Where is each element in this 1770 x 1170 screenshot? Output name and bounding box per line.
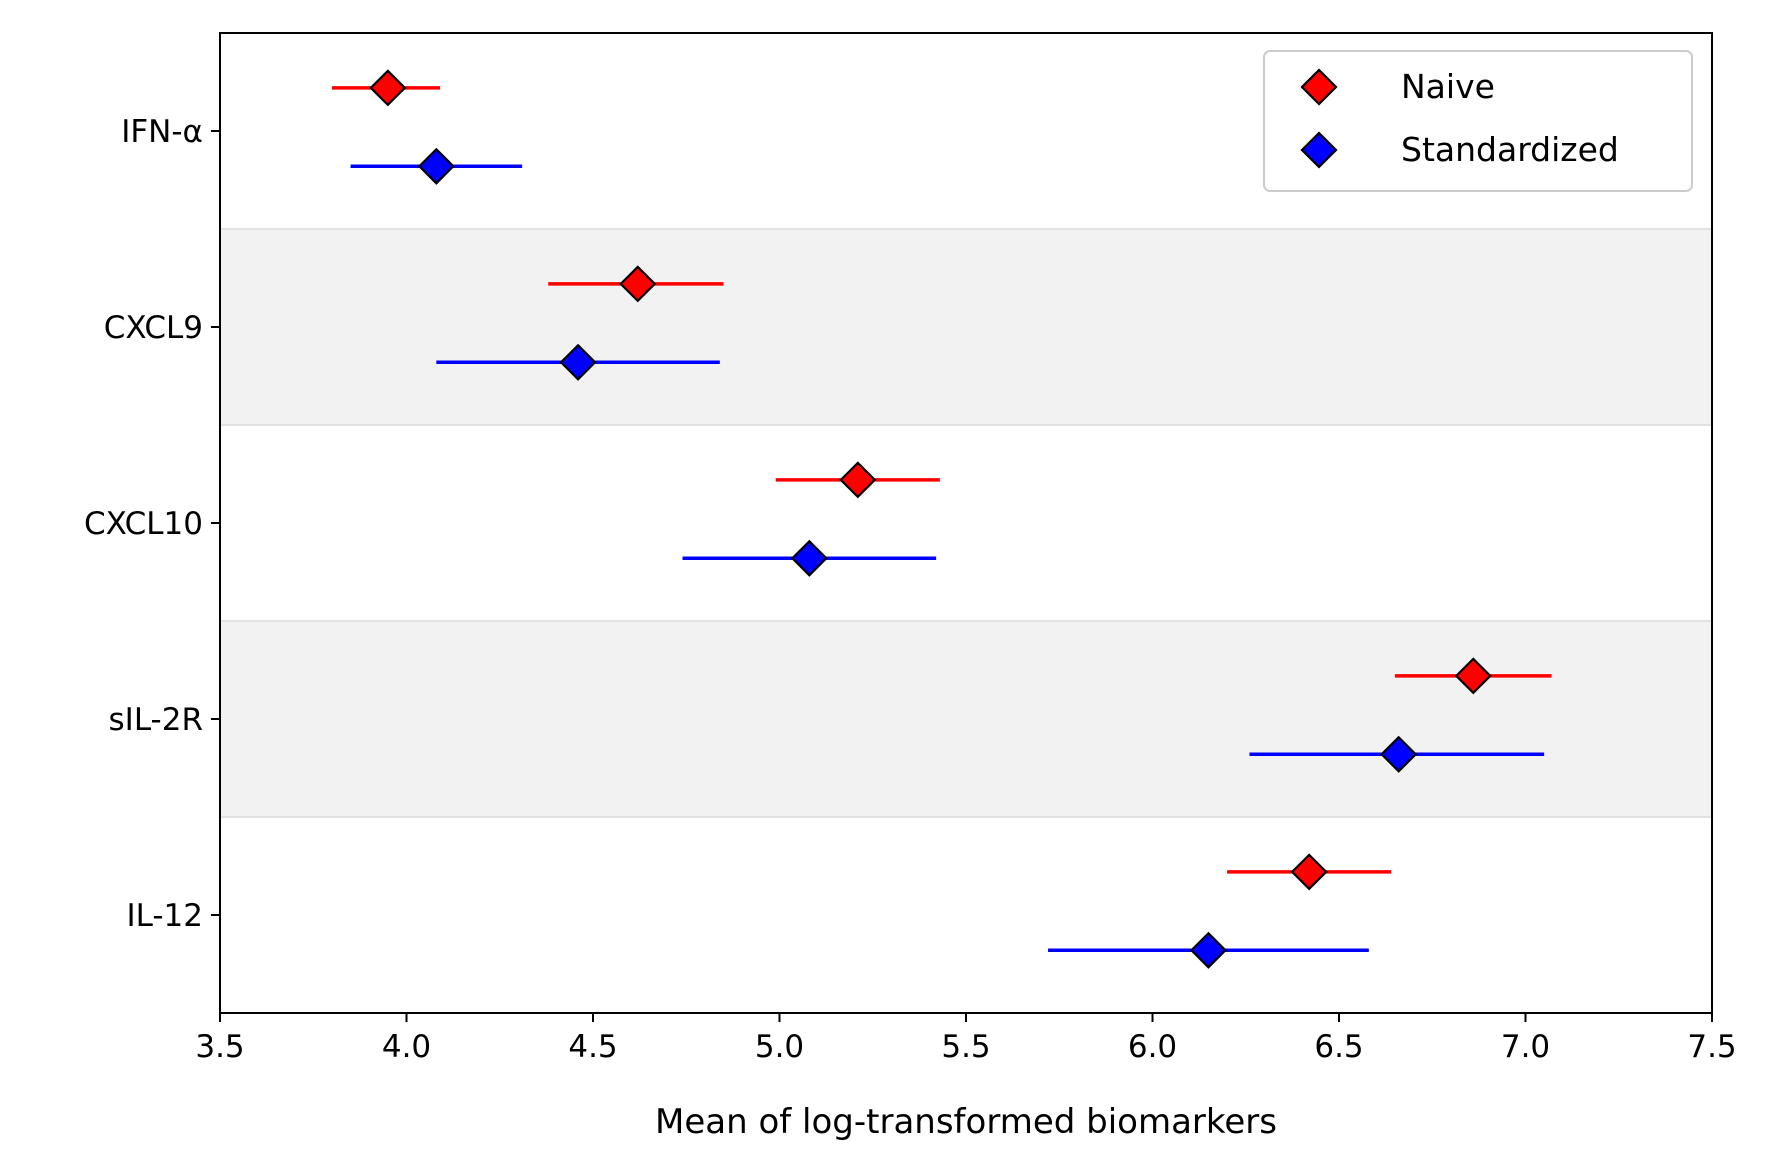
y-tick-label-2: CXCL10 — [84, 506, 203, 542]
mean-marker-standardized-3 — [1380, 735, 1418, 773]
mean-marker-naive-4 — [1290, 853, 1328, 891]
legend-label-standardized: Standardized — [1401, 130, 1619, 169]
legend-label-naive: Naive — [1401, 67, 1495, 106]
legend: Naive Standardized — [1263, 50, 1693, 192]
legend-marker-standardized — [1300, 131, 1338, 169]
x-tick-label-2: 4.5 — [568, 1029, 617, 1065]
x-tick-label-4: 5.5 — [941, 1029, 990, 1065]
x-tick-label-1: 4.0 — [382, 1029, 431, 1065]
mean-marker-standardized-1 — [559, 343, 597, 381]
y-tick-label-0: IFN-α — [121, 114, 203, 150]
x-axis-label: Mean of log-transformed biomarkers — [655, 1102, 1277, 1142]
legend-marker-naive — [1300, 68, 1338, 106]
series-layer — [331, 69, 1552, 969]
mean-marker-standardized-2 — [790, 539, 828, 577]
y-tick-label-3: sIL-2R — [109, 702, 203, 738]
category-bands — [220, 228, 1712, 818]
y-axis: IFN-α CXCL9 CXCL10 sIL-2R IL-12 — [84, 114, 220, 934]
mean-marker-naive-1 — [619, 265, 657, 303]
mean-marker-standardized-0 — [417, 147, 455, 185]
legend-box — [1263, 50, 1693, 192]
x-tick-label-3: 5.0 — [755, 1029, 804, 1065]
x-axis: 3.5 4.0 4.5 5.0 5.5 6.0 6.5 7.0 7.5 — [195, 1013, 1737, 1065]
x-tick-label-6: 6.5 — [1314, 1029, 1363, 1065]
y-tick-label-1: CXCL9 — [104, 310, 203, 346]
mean-marker-standardized-4 — [1189, 931, 1228, 969]
band-1 — [220, 229, 1712, 425]
y-tick-label-4: IL-12 — [126, 898, 203, 934]
mean-marker-naive-2 — [839, 461, 877, 499]
mean-marker-naive-0 — [369, 69, 407, 107]
series-standardized — [350, 147, 1545, 969]
x-tick-label-0: 3.5 — [195, 1029, 244, 1065]
x-tick-label-5: 6.0 — [1128, 1029, 1177, 1065]
band-3 — [220, 621, 1712, 817]
x-tick-label-8: 7.5 — [1687, 1029, 1736, 1065]
x-tick-label-7: 7.0 — [1501, 1029, 1550, 1065]
mean-marker-naive-3 — [1454, 657, 1492, 695]
series-naive — [331, 69, 1552, 891]
